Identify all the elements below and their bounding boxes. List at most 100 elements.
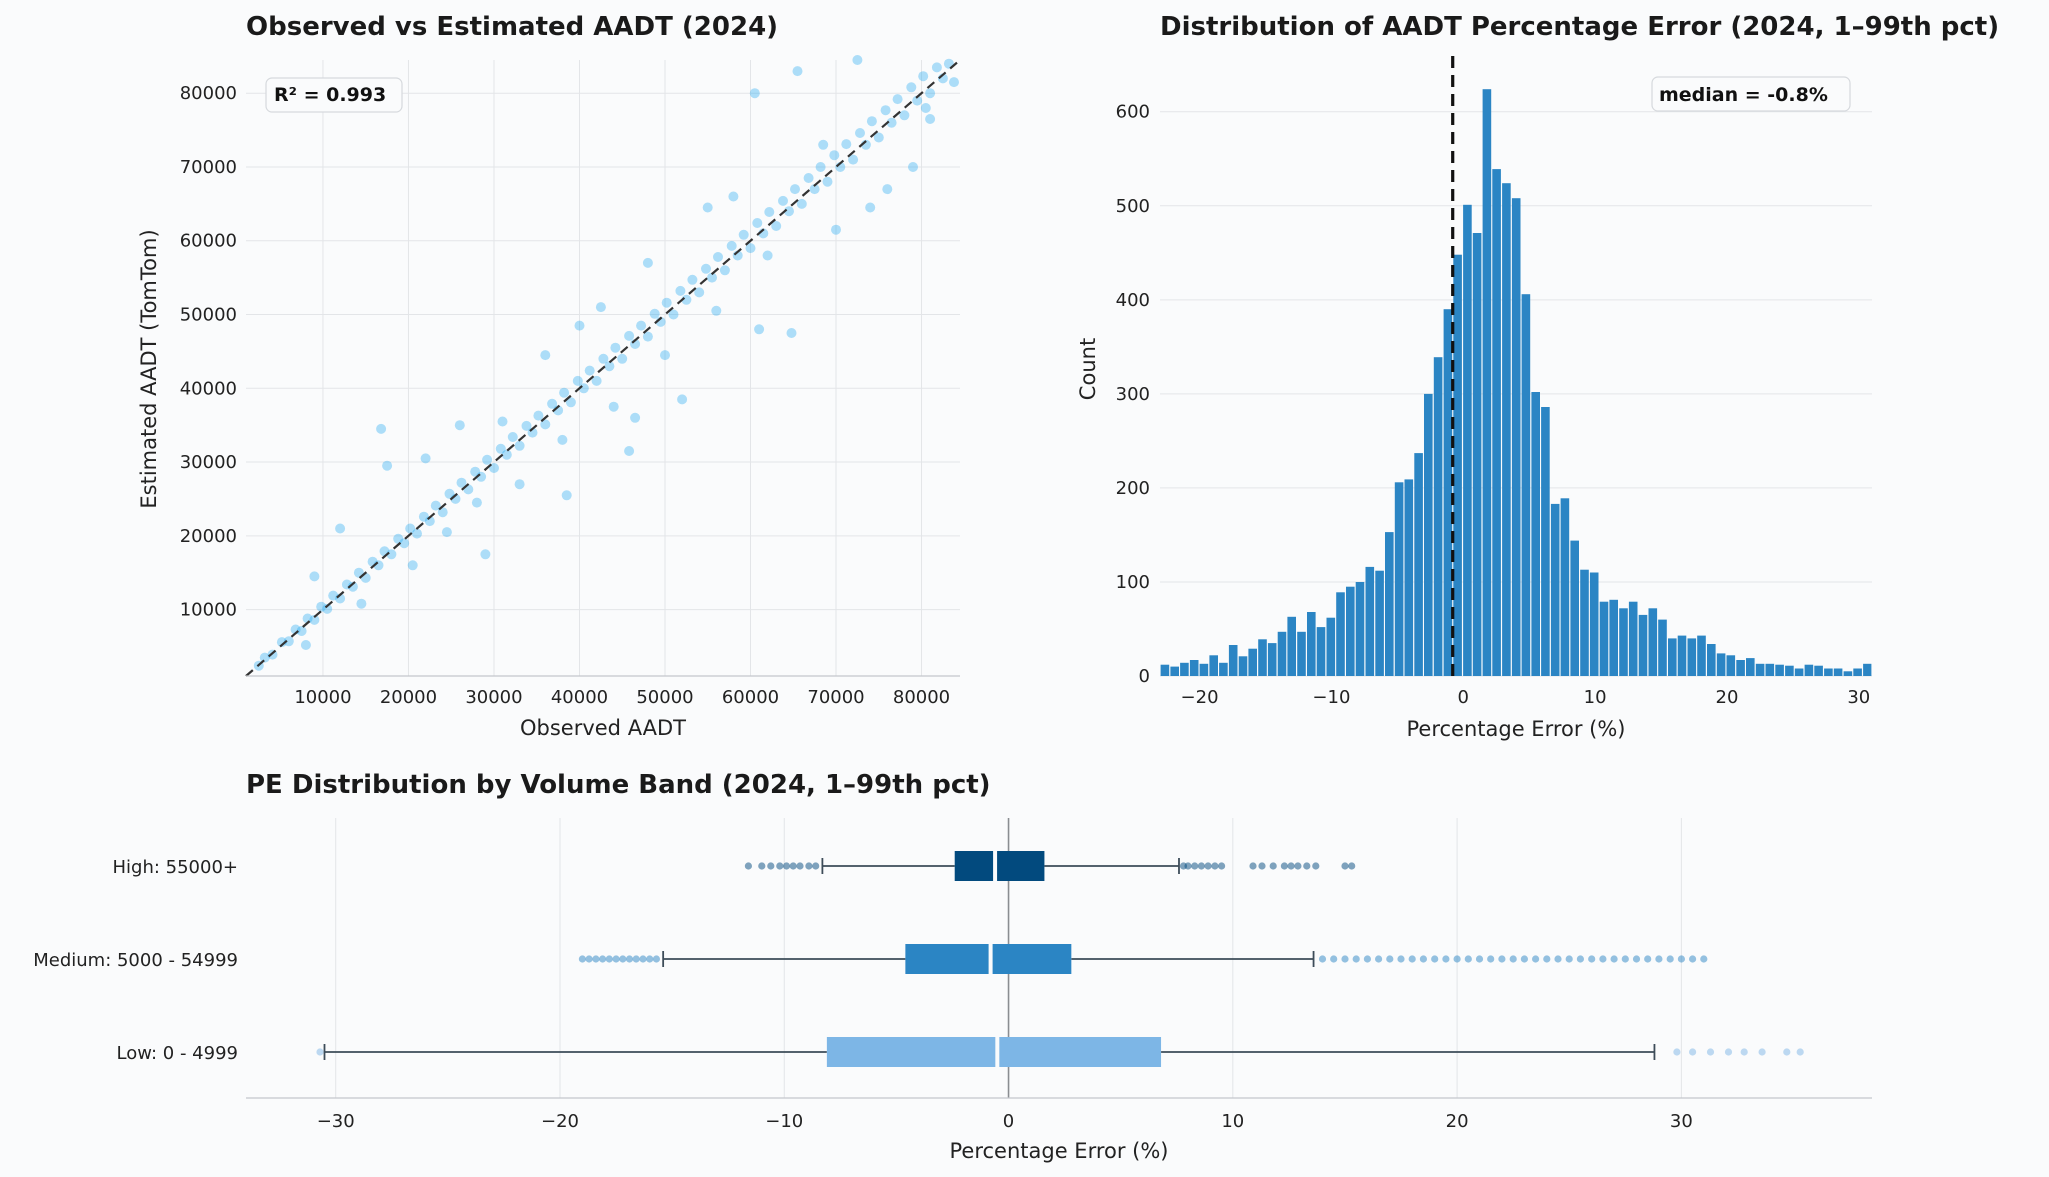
scatter-point — [393, 533, 404, 544]
histogram-bar — [1628, 601, 1638, 676]
r2-annotation: R² = 0.993 — [274, 84, 386, 106]
scatter-point — [382, 460, 393, 471]
scatter-point — [302, 613, 313, 624]
box-outlier — [1408, 955, 1416, 963]
histogram-bar — [1687, 638, 1697, 676]
scatter-point — [899, 110, 910, 121]
median-annotation: median = -0.8% — [1659, 84, 1828, 106]
scatter-point — [762, 250, 773, 261]
box-outlier — [1796, 1048, 1804, 1056]
box-outlier — [619, 955, 627, 963]
scatter-x-tick-label: 70000 — [807, 687, 864, 708]
scatter-point — [865, 202, 876, 213]
scatter-point — [818, 139, 829, 150]
histogram-y-tick-label: 300 — [1116, 384, 1150, 405]
scatter-point — [792, 66, 803, 77]
box-outlier — [1431, 955, 1439, 963]
scatter-point — [559, 387, 570, 398]
scatter-point — [831, 224, 841, 235]
histogram-bar — [1658, 619, 1667, 676]
scatter-point — [300, 640, 311, 650]
scatter-point — [557, 434, 568, 445]
box-outlier — [1249, 862, 1257, 870]
scatter-point — [547, 398, 558, 409]
scatter-x-label: Observed AADT — [520, 716, 686, 740]
box-outlier — [1330, 955, 1338, 963]
box-outlier — [782, 862, 791, 870]
scatter-point — [624, 446, 635, 456]
box-outlier — [1706, 1048, 1715, 1056]
scatter-point — [444, 488, 455, 499]
box-outlier — [1677, 955, 1685, 963]
scatter-point — [347, 581, 358, 592]
scatter-point — [649, 308, 660, 319]
box-outlier — [1258, 862, 1266, 870]
box-outlier — [1520, 955, 1528, 963]
histogram-bar — [1307, 612, 1316, 676]
scatter-point — [754, 324, 765, 335]
histogram-bar — [1346, 586, 1355, 676]
box-outlier — [1312, 862, 1320, 870]
scatter-x-tick-label: 50000 — [636, 687, 693, 708]
box-outlier — [1269, 862, 1277, 870]
scatter-point — [711, 305, 722, 316]
box-outlier — [652, 955, 661, 963]
histogram-bar — [1404, 479, 1414, 676]
histogram-y-tick-label: 400 — [1116, 290, 1150, 311]
scatter-point — [713, 252, 723, 262]
box-outlier — [1341, 862, 1349, 870]
scatter-point — [918, 71, 929, 82]
scatter-point — [617, 353, 628, 364]
scatter-point — [316, 601, 327, 612]
histogram-bar — [1199, 663, 1209, 676]
scatter-point — [386, 549, 397, 560]
histogram-bars — [1160, 89, 1872, 677]
box-outlier — [605, 955, 613, 963]
histogram-x-tick-label: 20 — [1716, 687, 1739, 708]
scatter-point — [418, 511, 429, 522]
box-outlier — [646, 955, 654, 963]
scatter-point — [420, 453, 431, 464]
scatter-x-tick-label: 80000 — [893, 687, 950, 708]
scatter-point — [707, 272, 717, 283]
box-outlier — [316, 1048, 324, 1056]
scatter-point — [738, 229, 749, 240]
histogram-bar — [1394, 482, 1404, 676]
scatter-point — [912, 95, 923, 106]
scatter-point — [430, 500, 441, 511]
box-outlier — [1532, 955, 1540, 963]
scatter-point — [764, 207, 775, 217]
scatter-point — [309, 571, 320, 582]
histogram-bar — [1228, 645, 1238, 676]
scatter-point — [610, 342, 621, 353]
histogram-x-tick-label: −20 — [1181, 687, 1219, 708]
scatter-point — [591, 375, 602, 386]
box-outlier — [1621, 955, 1629, 963]
identity-reference-line — [245, 59, 961, 677]
histogram-bar — [1180, 662, 1189, 676]
scatter-point — [604, 361, 615, 372]
histogram-bar — [1560, 498, 1570, 676]
box-iqr — [905, 944, 1072, 974]
scatter-point — [259, 652, 270, 663]
box-outlier — [1655, 955, 1663, 963]
scatter-point — [335, 523, 346, 534]
scatter-point — [608, 401, 619, 412]
scatter-point — [636, 320, 647, 331]
scatter-point — [661, 297, 672, 308]
histogram-bar — [1365, 566, 1375, 676]
boxplot-x-tick-label: 0 — [1003, 1111, 1014, 1132]
box-outlier — [1610, 955, 1618, 963]
histogram-bar — [1385, 532, 1394, 676]
scatter-point — [572, 375, 583, 386]
scatter-point — [786, 328, 797, 338]
histogram-bar — [1492, 169, 1501, 676]
histogram-x-label: Percentage Error (%) — [1406, 717, 1625, 741]
scatter-point — [920, 103, 931, 113]
scatter-point — [441, 527, 452, 538]
histogram-x-tick-label: 30 — [1847, 687, 1870, 708]
histogram-bar — [1550, 503, 1560, 676]
scatter-point — [514, 440, 525, 451]
box-outlier — [592, 955, 600, 963]
scatter-point — [771, 221, 782, 231]
